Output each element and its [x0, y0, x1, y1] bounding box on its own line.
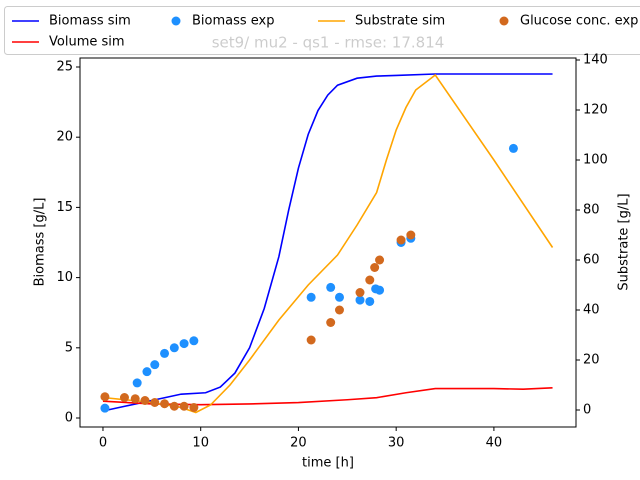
data-point [169, 343, 179, 353]
data-point [132, 378, 142, 388]
y2-tick-label: 80 [583, 203, 600, 218]
data-point [334, 305, 344, 315]
legend-marker [499, 16, 509, 26]
legend-label: Volume sim [49, 35, 125, 50]
data-point [396, 235, 406, 245]
data-point [326, 282, 336, 292]
data-point [306, 292, 316, 302]
data-point [355, 288, 365, 297]
legend-label: Biomass sim [49, 14, 131, 29]
data-point [508, 143, 518, 153]
y-tick-label: 15 [56, 200, 73, 215]
data-point [365, 296, 375, 306]
x-tick-label: 40 [486, 436, 503, 451]
x-tick-label: 10 [192, 436, 209, 451]
y-tick-label: 25 [56, 59, 73, 74]
data-point [326, 318, 336, 327]
data-point [150, 398, 160, 407]
y-tick-label: 20 [56, 130, 73, 145]
data-point [140, 396, 150, 405]
data-point [370, 263, 380, 272]
data-point [179, 401, 189, 411]
legend-label: Glucose conc. exp [520, 14, 638, 29]
data-point [160, 348, 170, 358]
data-point [365, 275, 375, 285]
data-point [189, 336, 199, 346]
data-point [142, 367, 152, 377]
y2-tick-label: 20 [583, 353, 600, 368]
x-tick-label: 30 [388, 436, 405, 451]
series-line [102, 73, 554, 414]
x-axis-label: time [h] [302, 456, 354, 471]
data-point [355, 295, 365, 305]
legend-label: Substrate sim [355, 14, 445, 29]
y2-tick-label: 100 [583, 153, 608, 168]
data-point [169, 401, 179, 411]
y2-tick-label: 40 [583, 303, 600, 318]
data-point [100, 403, 110, 413]
y2-tick-label: 0 [583, 403, 591, 418]
data-point [189, 403, 199, 412]
legend-marker [171, 16, 181, 26]
data-point [406, 230, 416, 240]
data-point [334, 292, 344, 302]
data-point [306, 335, 316, 345]
data-point [100, 392, 110, 402]
data-point [119, 393, 129, 402]
data-point [160, 399, 170, 409]
x-tick-label: 20 [290, 436, 307, 451]
y-tick-label: 10 [56, 270, 73, 285]
y2-tick-label: 120 [583, 103, 608, 118]
series-line [102, 73, 553, 412]
data-point [375, 285, 385, 295]
data-point [130, 394, 140, 404]
y-tick-label: 0 [65, 411, 73, 426]
y2-tick-label: 60 [583, 253, 600, 268]
y-axis-label: Biomass [g/L] [33, 198, 48, 287]
legend-frame [4, 6, 640, 55]
data-point [179, 339, 189, 349]
y2-tick-label: 140 [583, 53, 608, 68]
legend-label: Biomass exp [192, 14, 275, 29]
data-point [375, 255, 385, 265]
x-tick-label: 0 [99, 436, 107, 451]
y-tick-label: 5 [65, 340, 73, 355]
data-point [150, 360, 160, 370]
y2-axis-label: Substrate [g/L] [617, 193, 632, 290]
plot-frame [79, 57, 577, 428]
